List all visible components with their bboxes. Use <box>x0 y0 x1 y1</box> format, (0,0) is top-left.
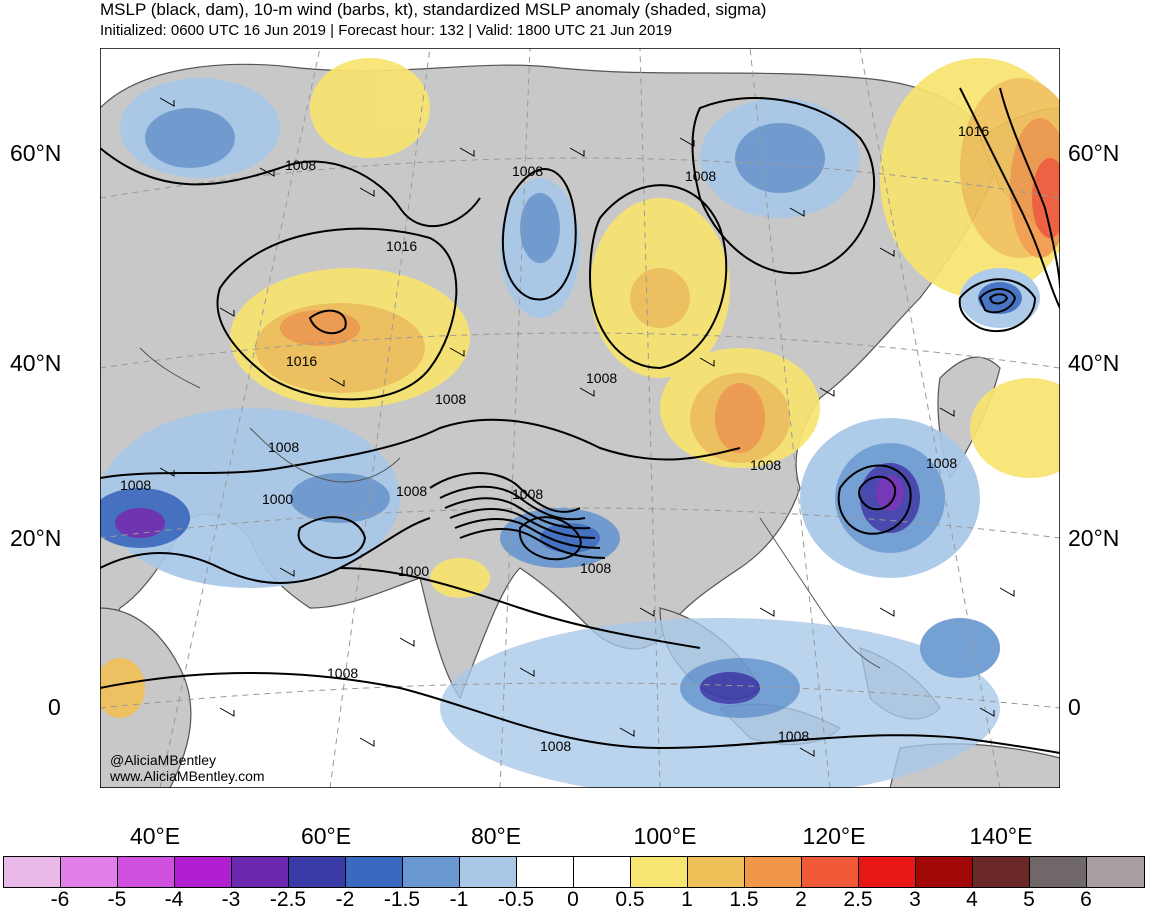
isobar-labels: 1008 1008 1008 1016 1016 1016 1008 1008 … <box>120 123 989 754</box>
isobar-label: 1008 <box>778 728 809 744</box>
colorbar-tick-label: 6 <box>1080 888 1092 911</box>
colorbar-tick-label: 4 <box>966 888 978 911</box>
isobar-label: 1008 <box>580 560 611 576</box>
colorbar-tick-label: -1 <box>449 888 469 911</box>
lat-label-left: 20°N <box>10 525 62 551</box>
lat-label-left: 60°N <box>10 140 62 166</box>
colorbar-swatch <box>688 857 745 887</box>
colorbar-tick-label: 1 <box>681 888 693 911</box>
isobar-label: 1008 <box>685 168 716 184</box>
lat-label-left: 40°N <box>10 350 62 376</box>
colorbar-tick-label: 1.5 <box>729 888 759 911</box>
colorbar-tick-label: 2.5 <box>843 888 873 911</box>
colorbar-swatch <box>802 857 859 887</box>
colorbar-tick-label: -1.5 <box>383 888 421 911</box>
colorbar-swatch <box>61 857 118 887</box>
map-subtitle: Initialized: 0600 UTC 16 Jun 2019 | Fore… <box>100 22 673 39</box>
isobar-label: 1016 <box>958 123 989 139</box>
colorbar-swatch <box>916 857 973 887</box>
colorbar-swatch <box>4 857 61 887</box>
lat-label-right: 0 <box>1068 694 1081 720</box>
colorbar-tick-label: -0.5 <box>497 888 535 911</box>
weather-map: 1008 1008 1008 1016 1016 1016 1008 1008 … <box>100 48 1060 788</box>
colorbar-tick-label: 5 <box>1023 888 1035 911</box>
isobar-label: 1000 <box>398 563 429 579</box>
lon-label: 40°E <box>129 823 181 849</box>
colorbar-tick-label: -2.5 <box>269 888 307 911</box>
colorbar-swatch <box>973 857 1030 887</box>
isobar-label: 1008 <box>327 665 358 681</box>
lon-label: 80°E <box>470 823 522 849</box>
colorbar-tick-label: -2 <box>335 888 355 911</box>
colorbar-swatch <box>403 857 460 887</box>
graticule <box>100 48 1060 788</box>
colorbar-swatch <box>631 857 688 887</box>
isobar-label: 1008 <box>540 738 571 754</box>
colorbar-swatch <box>289 857 346 887</box>
colorbar-tick-label: -3 <box>221 888 241 911</box>
isobar-label: 1008 <box>586 370 617 386</box>
isobar-label: 1000 <box>262 491 293 507</box>
anomaly-shading <box>100 58 1060 788</box>
lat-label-right: 60°N <box>1068 140 1120 166</box>
colorbar-tick-label: -6 <box>50 888 70 911</box>
isobar-label: 1016 <box>386 238 417 254</box>
isobar-label: 1008 <box>268 439 299 455</box>
map-title: MSLP (black, dam), 10-m wind (barbs, kt)… <box>100 0 767 19</box>
wind-barbs <box>159 97 1015 757</box>
colorbar-swatch <box>574 857 631 887</box>
isobar-label: 1008 <box>285 157 316 173</box>
isobar-label: 1008 <box>926 455 957 471</box>
lon-label: 100°E <box>633 823 697 849</box>
colorbar-swatch <box>460 857 517 887</box>
lat-label-right: 20°N <box>1068 525 1120 551</box>
colorbar-swatch <box>346 857 403 887</box>
colorbar-tick-label: -5 <box>107 888 127 911</box>
colorbar-tick-label: -4 <box>164 888 184 911</box>
lon-label: 60°E <box>300 823 352 849</box>
colorbar-swatch <box>1087 857 1144 887</box>
lat-label-right: 40°N <box>1068 350 1120 376</box>
lat-label-left: 0 <box>48 694 61 720</box>
isobar-label: 1008 <box>396 483 427 499</box>
colorbar-swatch <box>745 857 802 887</box>
isobar-label: 1008 <box>512 486 543 502</box>
isobar-label: 1008 <box>435 391 466 407</box>
colorbar <box>3 856 1145 888</box>
colorbar-tick-label: 0 <box>567 888 579 911</box>
lon-label: 120°E <box>802 823 866 849</box>
isobar-label: 1016 <box>286 353 317 369</box>
colorbar-swatch <box>859 857 916 887</box>
coastlines <box>139 347 881 669</box>
isobar-label: 1008 <box>512 163 543 179</box>
lon-label: 140°E <box>969 823 1033 849</box>
colorbar-tick-label: 3 <box>909 888 921 911</box>
credit-handle: @AliciaMBentley <box>110 752 217 768</box>
colorbar-swatch <box>232 857 289 887</box>
colorbar-tick-label: 2 <box>795 888 807 911</box>
isobars <box>100 87 1060 754</box>
colorbar-swatch <box>118 857 175 887</box>
credit-url: www.AliciaMBentley.com <box>110 768 265 784</box>
colorbar-tick-label: 0.5 <box>615 888 645 911</box>
isobar-label: 1008 <box>750 457 781 473</box>
colorbar-swatch <box>517 857 574 887</box>
colorbar-swatch <box>1030 857 1087 887</box>
isobar-label: 1008 <box>120 477 151 493</box>
colorbar-swatch <box>175 857 232 887</box>
